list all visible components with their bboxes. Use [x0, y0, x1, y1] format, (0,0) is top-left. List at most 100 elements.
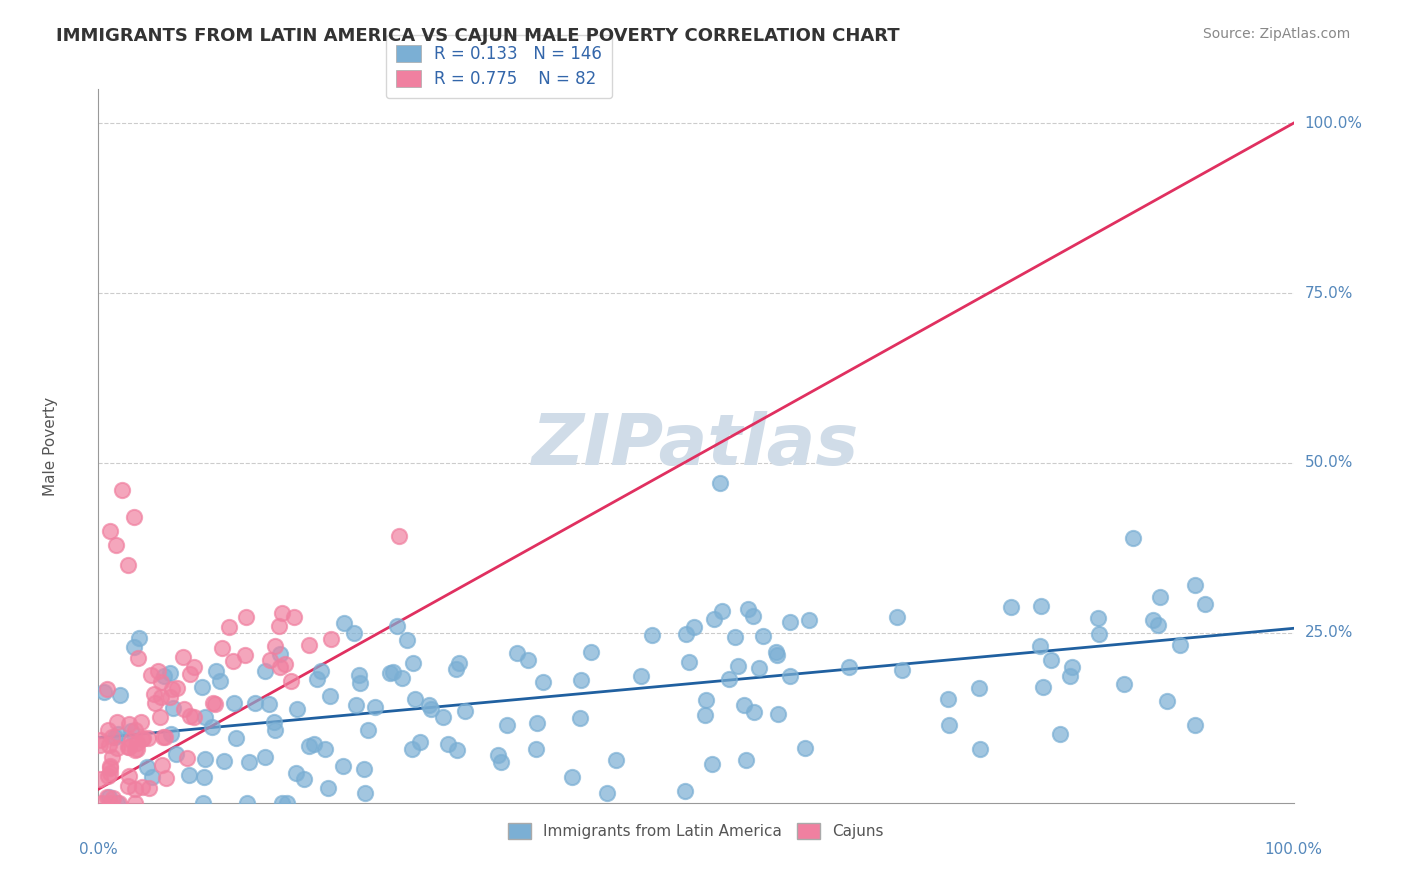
Point — [280, 673, 302, 688]
Point — [673, 784, 696, 798]
Point — [353, 762, 375, 776]
Point — [561, 770, 583, 784]
Point — [149, 710, 172, 724]
Point — [160, 682, 183, 697]
Point — [204, 664, 226, 678]
Point — [222, 654, 245, 668]
Point — [640, 627, 662, 641]
Point — [733, 698, 755, 712]
Point — [97, 769, 120, 783]
Point — [292, 772, 315, 786]
Point — [183, 710, 205, 724]
Point — [779, 615, 801, 629]
Point — [404, 691, 426, 706]
Point — [89, 772, 111, 786]
Point — [139, 668, 162, 682]
Point — [717, 673, 740, 687]
Point — [225, 731, 247, 746]
Point — [124, 510, 146, 524]
Point — [357, 723, 380, 737]
Text: 75.0%: 75.0% — [1305, 285, 1353, 301]
Point — [89, 738, 111, 752]
Point — [401, 742, 423, 756]
Point — [1032, 681, 1054, 695]
Point — [343, 626, 366, 640]
Point — [285, 766, 308, 780]
Point — [209, 674, 232, 689]
Point — [105, 796, 128, 810]
Point — [1088, 627, 1111, 641]
Point — [314, 742, 336, 756]
Point — [193, 770, 215, 784]
Text: 25.0%: 25.0% — [1305, 625, 1353, 640]
Point — [91, 796, 114, 810]
Point — [1000, 600, 1022, 615]
Point — [98, 759, 121, 773]
Point — [101, 749, 124, 764]
Point — [222, 696, 245, 710]
Point — [752, 629, 775, 643]
Point — [526, 715, 548, 730]
Text: Source: ZipAtlas.com: Source: ZipAtlas.com — [1202, 27, 1350, 41]
Point — [201, 720, 224, 734]
Point — [160, 727, 183, 741]
Point — [1184, 718, 1206, 732]
Point — [737, 602, 759, 616]
Point — [285, 702, 308, 716]
Point — [702, 611, 724, 625]
Point — [742, 705, 765, 719]
Point — [269, 619, 291, 633]
Point — [98, 738, 121, 752]
Point — [131, 780, 153, 794]
Point — [437, 737, 460, 751]
Point — [149, 690, 172, 704]
Point — [204, 698, 226, 712]
Point — [98, 796, 121, 810]
Point — [276, 796, 298, 810]
Point — [127, 651, 149, 665]
Point — [569, 710, 592, 724]
Point — [418, 698, 440, 713]
Point — [446, 743, 468, 757]
Point — [1029, 639, 1052, 653]
Point — [127, 736, 149, 750]
Point — [332, 759, 354, 773]
Point — [693, 708, 716, 723]
Point — [243, 696, 266, 710]
Point — [159, 665, 181, 680]
Text: Male Poverty: Male Poverty — [44, 396, 58, 496]
Point — [709, 476, 731, 491]
Point — [97, 723, 120, 738]
Point — [98, 524, 122, 538]
Point — [1194, 597, 1216, 611]
Point — [150, 675, 173, 690]
Legend: Immigrants from Latin America, Cajuns: Immigrants from Latin America, Cajuns — [502, 817, 890, 845]
Point — [146, 664, 169, 678]
Point — [264, 639, 287, 653]
Point — [891, 663, 914, 677]
Point — [391, 671, 413, 685]
Point — [98, 766, 121, 780]
Point — [96, 789, 118, 804]
Point — [173, 702, 195, 716]
Point — [254, 664, 277, 678]
Point — [332, 615, 354, 630]
Point — [172, 650, 194, 665]
Point — [605, 753, 627, 767]
Point — [176, 751, 198, 765]
Point — [1156, 694, 1178, 708]
Text: ZIPatlas: ZIPatlas — [533, 411, 859, 481]
Point — [321, 632, 343, 647]
Point — [108, 688, 131, 702]
Point — [409, 735, 432, 749]
Point — [1122, 531, 1144, 545]
Point — [177, 768, 200, 782]
Point — [269, 659, 291, 673]
Point — [118, 769, 141, 783]
Text: 100.0%: 100.0% — [1264, 842, 1323, 856]
Point — [886, 610, 908, 624]
Point — [1149, 590, 1171, 604]
Point — [152, 730, 174, 744]
Point — [117, 558, 139, 572]
Point — [748, 661, 770, 675]
